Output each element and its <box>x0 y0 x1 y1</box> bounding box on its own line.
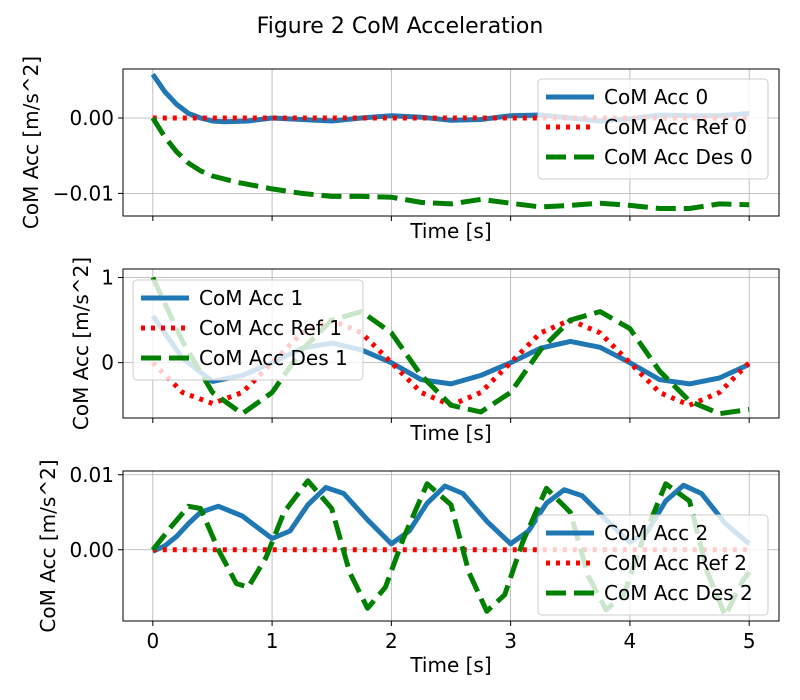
y-tick-label-1: 1 <box>101 266 114 290</box>
legend-label-2: CoM Acc Des 1 <box>199 346 348 370</box>
y-axis-label: CoM Acc [m/s^2] <box>36 459 60 632</box>
x-tick-label-4: 4 <box>624 629 637 653</box>
y-tick-label-1: 0.01 <box>69 463 114 487</box>
axes-frame <box>122 470 780 622</box>
y-axis-label: CoM Acc [m/s^2] <box>69 257 93 430</box>
legend: CoM Acc 2 CoM Acc Ref 2 CoM Acc Des 2 <box>537 514 769 616</box>
y-tick-label-1: 0.00 <box>69 106 114 130</box>
y-tick-label-0: 0 <box>101 351 114 375</box>
legend-box <box>537 78 769 180</box>
y-tick-label-0: 0.00 <box>69 538 114 562</box>
x-tick-label-1: 1 <box>266 629 279 653</box>
legend-label-2: CoM Acc Des 2 <box>604 581 753 605</box>
series-line-2 <box>150 276 750 417</box>
subplots: −0.01 0.00 Time [s] CoM Acc [m/s^2] CoM Acc … <box>19 56 780 677</box>
x-tick-label-3: 3 <box>504 629 517 653</box>
axes-frame <box>122 68 780 217</box>
series-line-2 <box>150 116 750 211</box>
legend-label-0: CoM Acc 1 <box>199 286 303 310</box>
legend-box <box>132 279 364 381</box>
axes-frame <box>122 268 780 419</box>
x-axis-label: Time [s] <box>409 219 491 243</box>
legend-box <box>537 514 769 616</box>
legend-label-1: CoM Acc Ref 0 <box>604 115 747 139</box>
x-axis-label: Time [s] <box>409 653 491 677</box>
legend-label-1: CoM Acc Ref 1 <box>199 316 342 340</box>
legend-label-2: CoM Acc Des 0 <box>604 145 753 169</box>
legend-label-0: CoM Acc 2 <box>604 521 708 545</box>
series-line-2 <box>150 478 752 619</box>
subplot-0: −0.01 0.00 Time [s] CoM Acc [m/s^2] CoM Acc … <box>19 56 780 243</box>
figure-title: Figure 2 CoM Acceleration <box>257 14 544 39</box>
legend-label-1: CoM Acc Ref 2 <box>604 551 747 575</box>
y-tick-label-0: −0.01 <box>53 181 114 205</box>
x-axis-label: Time [s] <box>409 421 491 445</box>
x-tick-label-2: 2 <box>385 629 398 653</box>
legend: CoM Acc 1 CoM Acc Ref 1 CoM Acc Des 1 <box>132 279 364 381</box>
x-tick-label-5: 5 <box>743 629 756 653</box>
legend-label-0: CoM Acc 0 <box>604 85 708 109</box>
legend: CoM Acc 0 CoM Acc Ref 0 CoM Acc Des 0 <box>537 78 769 180</box>
subplot-2: 0 1 2 3 4 5 0.00 0.01 Time [s] CoM Acc [m/s^2] CoM… <box>36 459 780 677</box>
y-axis-label: CoM Acc [m/s^2] <box>19 56 43 229</box>
x-tick-label-0: 0 <box>146 629 159 653</box>
